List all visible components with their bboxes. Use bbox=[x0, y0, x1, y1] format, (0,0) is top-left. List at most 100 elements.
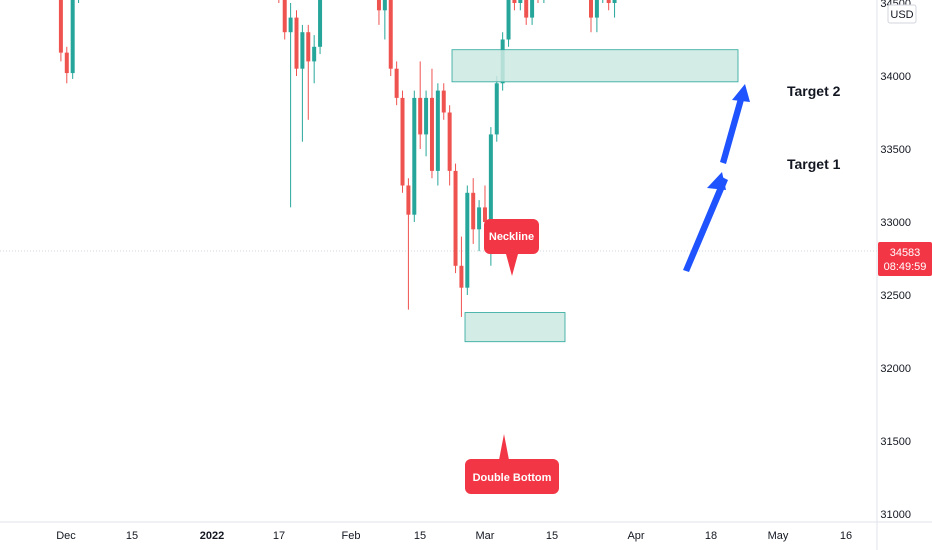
candle-body bbox=[589, 0, 593, 18]
candle bbox=[312, 35, 317, 84]
candle bbox=[382, 0, 387, 40]
double-bottom-callout-pointer bbox=[499, 434, 509, 460]
candle bbox=[512, 0, 517, 11]
price-tick-label: 32500 bbox=[880, 290, 911, 302]
time-tick-label: 15 bbox=[126, 530, 138, 542]
time-tick-label: 18 bbox=[705, 530, 717, 542]
candle-body bbox=[288, 17, 293, 33]
zone-neckline[interactable] bbox=[451, 49, 739, 83]
candle bbox=[64, 46, 69, 84]
last-price-value: 34583 bbox=[890, 247, 921, 259]
candle bbox=[318, 0, 323, 55]
candle-body bbox=[376, 0, 381, 11]
candle bbox=[300, 24, 305, 142]
price-tick-label: 33500 bbox=[880, 144, 911, 156]
candle-body bbox=[488, 134, 493, 222]
candle bbox=[459, 236, 464, 317]
candle bbox=[530, 0, 535, 25]
time-tick-label: 15 bbox=[546, 530, 558, 542]
candle bbox=[400, 90, 405, 193]
candle bbox=[70, 0, 75, 79]
candles-group bbox=[58, 0, 617, 317]
time-axis-ticks: Dec 15 2022 17 Feb 15 Mar 15 Apr 18 May 16 bbox=[56, 530, 852, 542]
zone-double-bottom[interactable] bbox=[464, 312, 566, 343]
candle-body bbox=[429, 97, 434, 171]
price-tick-label: 32000 bbox=[880, 363, 911, 375]
price-tick-label: 33000 bbox=[880, 217, 911, 229]
target-1-label: Target 1 bbox=[787, 156, 841, 172]
candle bbox=[282, 0, 287, 40]
last-price-marker bbox=[878, 242, 932, 276]
candle bbox=[412, 90, 417, 222]
candle-body bbox=[424, 97, 429, 135]
candle bbox=[453, 163, 458, 274]
target-2-label: Target 2 bbox=[787, 83, 841, 99]
candle-body bbox=[477, 207, 482, 230]
candle-body bbox=[512, 0, 517, 3]
candle bbox=[418, 61, 423, 149]
candle-body bbox=[64, 52, 69, 74]
arrow-to-target-1 bbox=[683, 177, 728, 272]
candle bbox=[376, 0, 381, 25]
candle-body bbox=[294, 17, 299, 69]
target-arrows bbox=[683, 84, 750, 272]
time-tick-label: 2022 bbox=[200, 530, 224, 542]
candle-body bbox=[382, 0, 387, 11]
candle-body bbox=[447, 112, 452, 171]
double-bottom-callout: Double Bottom bbox=[465, 434, 559, 494]
candle-body bbox=[612, 0, 617, 3]
candle-body bbox=[394, 68, 399, 98]
candle-body bbox=[300, 32, 305, 69]
candle bbox=[394, 61, 399, 106]
candle-body bbox=[524, 0, 529, 18]
candle-body bbox=[441, 90, 446, 113]
candle-body bbox=[400, 97, 405, 186]
candle bbox=[406, 178, 411, 310]
candle-body bbox=[58, 0, 63, 53]
candle-body bbox=[388, 0, 393, 69]
candle bbox=[606, 0, 611, 11]
candle-body bbox=[70, 0, 75, 74]
candle bbox=[477, 200, 482, 252]
time-tick-label: Feb bbox=[342, 530, 361, 542]
time-tick-label: 15 bbox=[414, 530, 426, 542]
candle-body bbox=[459, 265, 464, 288]
neckline-callout-pointer bbox=[506, 254, 518, 276]
time-tick-label: 17 bbox=[273, 530, 285, 542]
candle-body bbox=[412, 97, 417, 215]
candle bbox=[288, 3, 293, 208]
time-tick-label: Dec bbox=[56, 530, 76, 542]
neckline-callout-box bbox=[484, 219, 539, 254]
candle bbox=[294, 10, 299, 76]
candle bbox=[306, 24, 311, 120]
candle bbox=[388, 0, 393, 76]
time-tick-label: 16 bbox=[840, 530, 852, 542]
currency-label: USD bbox=[890, 9, 913, 21]
candle bbox=[465, 185, 470, 295]
neckline-callout-text: Neckline bbox=[489, 231, 534, 243]
candle-body bbox=[418, 97, 423, 135]
candle-body bbox=[282, 0, 287, 33]
candle bbox=[447, 105, 452, 186]
time-axis[interactable]: Dec 15 2022 17 Feb 15 Mar 15 Apr 18 May 16 bbox=[0, 521, 932, 542]
price-axis[interactable]: 3100031500320003250033000335003400034500… bbox=[876, 0, 932, 550]
candle bbox=[506, 0, 511, 47]
candle bbox=[435, 83, 440, 186]
candle bbox=[58, 0, 63, 62]
candle-body bbox=[306, 32, 311, 62]
candle bbox=[424, 90, 429, 157]
candle-body bbox=[530, 0, 535, 18]
neckline-callout: Neckline bbox=[484, 219, 539, 276]
candle-body bbox=[594, 0, 599, 18]
candle-body bbox=[318, 0, 323, 47]
double-bottom-callout-box bbox=[465, 459, 559, 494]
time-tick-label: May bbox=[768, 530, 789, 542]
countdown-timer: 08:49:59 bbox=[884, 261, 927, 273]
candle-body bbox=[471, 192, 476, 230]
candle-body bbox=[406, 185, 411, 215]
candle bbox=[494, 76, 499, 142]
candle bbox=[518, 0, 523, 11]
candle bbox=[589, 0, 593, 33]
price-tick-label: 34000 bbox=[880, 71, 911, 83]
